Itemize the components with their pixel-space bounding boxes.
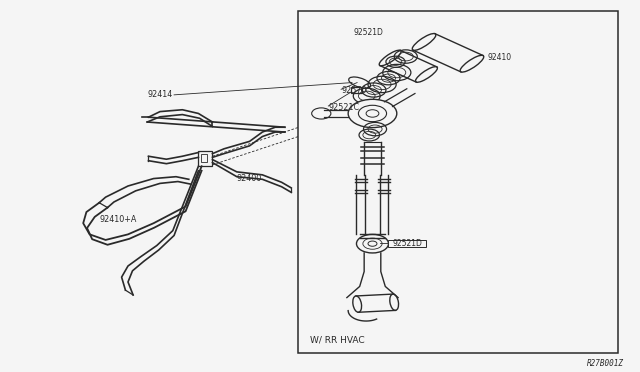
Bar — [198, 151, 212, 166]
Text: 92521C: 92521C — [329, 103, 360, 112]
Bar — [201, 154, 207, 162]
Ellipse shape — [349, 77, 371, 88]
Text: W/ RR HVAC: W/ RR HVAC — [310, 335, 365, 344]
Text: 92521D: 92521D — [392, 239, 422, 248]
Text: 92414: 92414 — [148, 90, 173, 99]
Text: 92570: 92570 — [341, 86, 367, 95]
Bar — [351, 87, 362, 93]
Bar — [388, 240, 426, 247]
Text: 92521D: 92521D — [354, 28, 384, 37]
Bar — [298, 11, 618, 353]
Text: R27B001Z: R27B001Z — [587, 359, 624, 368]
Text: 92410: 92410 — [488, 53, 512, 62]
Text: 92400: 92400 — [237, 174, 262, 183]
Circle shape — [348, 99, 397, 128]
Text: 92410+A: 92410+A — [100, 215, 137, 224]
